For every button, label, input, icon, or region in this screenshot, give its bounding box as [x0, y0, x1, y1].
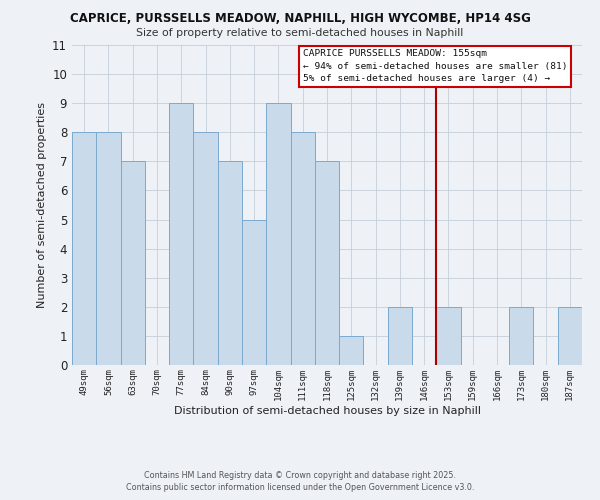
Bar: [218, 162, 242, 365]
Bar: [436, 307, 461, 365]
Text: CAPRICE PURSSELLS MEADOW: 155sqm
← 94% of semi-detached houses are smaller (81)
: CAPRICE PURSSELLS MEADOW: 155sqm ← 94% o…: [303, 50, 567, 84]
Bar: [290, 132, 315, 365]
Text: Size of property relative to semi-detached houses in Naphill: Size of property relative to semi-detach…: [136, 28, 464, 38]
Bar: [558, 307, 582, 365]
Bar: [169, 103, 193, 365]
Text: Contains HM Land Registry data © Crown copyright and database right 2025.
Contai: Contains HM Land Registry data © Crown c…: [126, 471, 474, 492]
Bar: [315, 162, 339, 365]
Bar: [266, 103, 290, 365]
Bar: [96, 132, 121, 365]
X-axis label: Distribution of semi-detached houses by size in Naphill: Distribution of semi-detached houses by …: [173, 406, 481, 415]
Bar: [193, 132, 218, 365]
Bar: [509, 307, 533, 365]
Bar: [242, 220, 266, 365]
Bar: [72, 132, 96, 365]
Bar: [121, 162, 145, 365]
Text: CAPRICE, PURSSELLS MEADOW, NAPHILL, HIGH WYCOMBE, HP14 4SG: CAPRICE, PURSSELLS MEADOW, NAPHILL, HIGH…: [70, 12, 530, 26]
Bar: [388, 307, 412, 365]
Y-axis label: Number of semi-detached properties: Number of semi-detached properties: [37, 102, 47, 308]
Bar: [339, 336, 364, 365]
